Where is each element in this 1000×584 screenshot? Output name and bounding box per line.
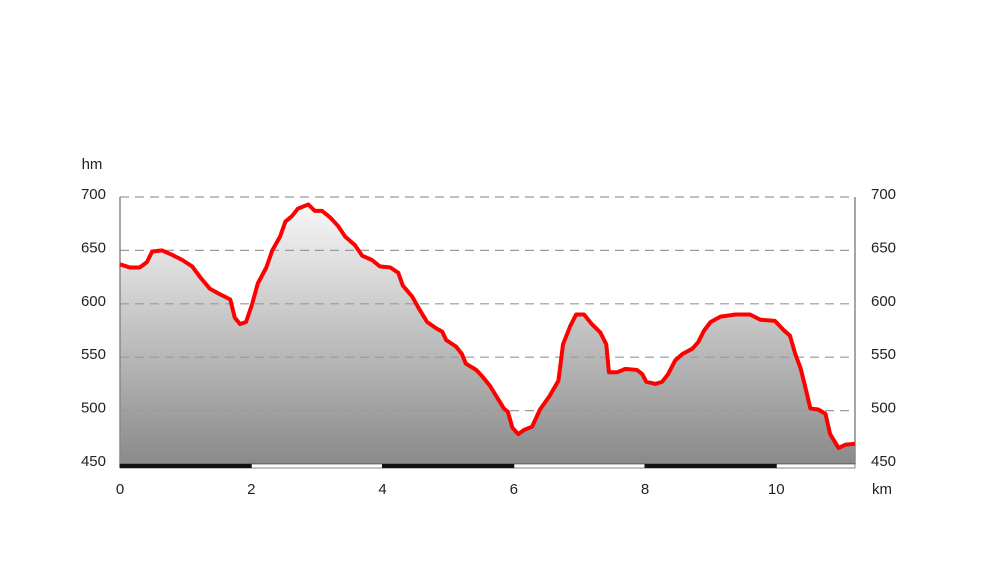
y-tick-label-right: 450 bbox=[871, 453, 896, 470]
y-tick-label: 500 bbox=[81, 400, 106, 417]
y-tick-label: 600 bbox=[81, 293, 106, 310]
y-tick-label-right: 500 bbox=[871, 400, 896, 417]
x-tick-label: 0 bbox=[116, 481, 124, 498]
area-fill bbox=[120, 204, 855, 464]
x-tick-label: 6 bbox=[510, 481, 518, 498]
x-tick-label: 2 bbox=[247, 481, 255, 498]
scale-bar-segment bbox=[776, 463, 856, 469]
y-tick-label-right: 650 bbox=[871, 239, 896, 256]
y-tick-label-right: 600 bbox=[871, 293, 896, 310]
y-tick-label-right: 700 bbox=[871, 186, 896, 203]
y-tick-label-right: 550 bbox=[871, 346, 896, 363]
elevation-line bbox=[119, 202, 856, 450]
x-tick-label: 10 bbox=[768, 481, 785, 498]
scale-bar-segment bbox=[251, 463, 383, 469]
y-tick-label: 550 bbox=[81, 346, 106, 363]
x-tick-label: 8 bbox=[641, 481, 649, 498]
scale-bar-segment bbox=[644, 463, 777, 469]
y-axis-label: hm bbox=[82, 156, 103, 173]
x-tick-label: 4 bbox=[378, 481, 386, 498]
y-tick-label: 450 bbox=[81, 453, 106, 470]
scale-bar-segment bbox=[513, 463, 646, 469]
scale-bar-segment bbox=[119, 463, 252, 469]
y-tick-label: 650 bbox=[81, 239, 106, 256]
y-tick-label: 700 bbox=[81, 186, 106, 203]
scale-bar-segment bbox=[382, 463, 514, 469]
x-axis-label: km bbox=[872, 481, 892, 498]
